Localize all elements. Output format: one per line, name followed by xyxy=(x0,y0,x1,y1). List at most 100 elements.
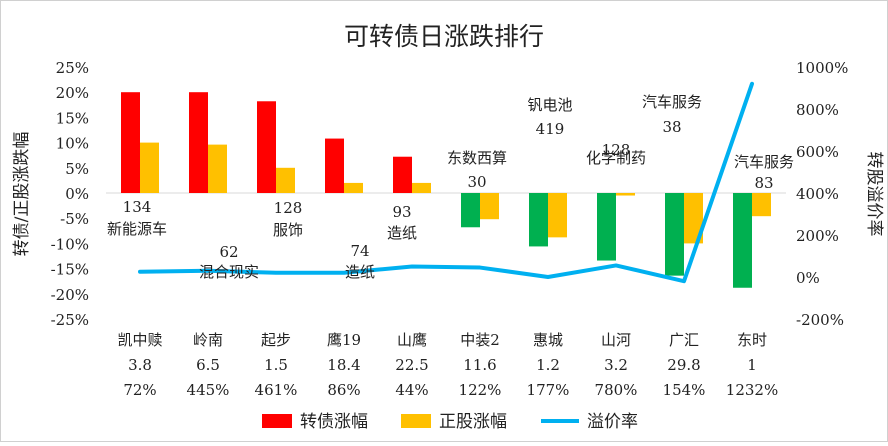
legend-label: 溢价率 xyxy=(587,412,638,432)
annotation-sector: 造纸 xyxy=(387,224,417,242)
annotation-count: 93 xyxy=(392,203,411,221)
annotation-count: 62 xyxy=(219,243,238,261)
stock-change-bar xyxy=(752,193,771,217)
legend-swatch xyxy=(401,414,431,428)
right-tick-label: -200% xyxy=(796,311,844,329)
category-premium: 445% xyxy=(187,381,230,399)
category-name: 中装2 xyxy=(460,331,500,349)
left-tick-label: 15% xyxy=(56,109,89,127)
annotation-sector: 化学制药 xyxy=(586,149,646,167)
left-tick-label: -25% xyxy=(51,311,89,329)
left-tick-label: 25% xyxy=(56,59,89,77)
category-name: 岭南 xyxy=(193,331,223,349)
right-tick-label: 1000% xyxy=(796,59,848,77)
convertible-bond-change-bar xyxy=(597,193,616,261)
category-name: 山河 xyxy=(601,331,631,349)
category-price: 29.8 xyxy=(667,356,700,374)
right-tick-label: 600% xyxy=(796,143,839,161)
annotation-sector: 造纸 xyxy=(345,263,375,281)
category-premium: 86% xyxy=(327,381,360,399)
category-price: 18.4 xyxy=(327,356,360,374)
annotation-count: 419 xyxy=(536,120,565,138)
annotation-sector: 钒电池 xyxy=(527,96,572,114)
stock-change-bar xyxy=(208,144,227,193)
category-name: 山鹰 xyxy=(397,331,427,349)
category-name: 凯中赎 xyxy=(117,331,162,349)
convertible-bond-change-bar xyxy=(529,193,548,247)
legend-label: 正股涨幅 xyxy=(439,412,507,432)
category-premium: 154% xyxy=(663,381,706,399)
annotation-sector: 新能源车 xyxy=(107,220,167,238)
annotation-sector: 汽车服务 xyxy=(734,153,794,171)
annotation-count: 134 xyxy=(123,198,152,216)
category-price: 1.2 xyxy=(536,356,560,374)
chart-title: 可转债日涨跌排行 xyxy=(344,22,544,51)
stock-change-bar xyxy=(276,167,295,193)
right-axis-ticks: 1000% 800% 600% 400% 200% 0% -200% xyxy=(796,59,848,329)
category-price: 6.5 xyxy=(196,356,220,374)
left-tick-label: 0% xyxy=(65,185,89,203)
left-tick-label: 5% xyxy=(65,160,89,178)
annotation-count: 83 xyxy=(754,174,773,192)
left-tick-label: -10% xyxy=(51,235,89,253)
annotation-sector: 混合现实 xyxy=(199,263,259,281)
category-name: 东时 xyxy=(737,331,767,349)
category-premium: 122% xyxy=(459,381,502,399)
category-labels: 凯中赎 3.8 72% 岭南 6.5 445% 起步 1.5 461% 鹰19 18.4 86% 山鹰 2… xyxy=(117,331,778,399)
right-tick-label: 0% xyxy=(796,269,820,287)
right-tick-label: 400% xyxy=(796,185,839,203)
convertible-bond-change-bar xyxy=(393,156,412,193)
bar-series xyxy=(121,92,771,288)
annotation-count: 128 xyxy=(274,199,303,217)
annotation-count: 38 xyxy=(662,118,681,136)
stock-change-bar xyxy=(548,193,567,238)
convertible-bond-change-bar xyxy=(733,193,752,288)
premium-rate-line xyxy=(138,81,754,284)
legend-label: 转债涨幅 xyxy=(300,412,368,432)
convertible-bond-change-bar xyxy=(665,193,684,276)
annotations: 134 新能源车 62 混合现实 128 服饰 74 造纸 93 造纸 30 东数西算 419 钒电池 12… xyxy=(107,93,794,281)
category-name: 起步 xyxy=(261,331,291,349)
premium-line-series xyxy=(138,81,754,284)
stock-change-bar xyxy=(344,182,363,193)
category-price: 3.8 xyxy=(128,356,152,374)
left-axis-ticks: 25% 20% 15% 10% 5% 0% -5% -10% -15% -20% -25% xyxy=(51,59,89,329)
stock-change-bar xyxy=(616,193,635,196)
convertible-bond-change-bar xyxy=(189,92,208,193)
annotation-sector: 东数西算 xyxy=(447,149,507,167)
left-axis-title: 转债/正股涨跌幅 xyxy=(12,132,32,257)
left-tick-label: -5% xyxy=(60,210,89,228)
legend-swatch xyxy=(262,414,292,428)
legend-item-bond: 转债涨幅 xyxy=(262,412,368,432)
annotation-sector: 汽车服务 xyxy=(642,93,702,111)
left-tick-label: 20% xyxy=(56,84,89,102)
category-price: 1 xyxy=(747,356,757,374)
category-premium: 72% xyxy=(123,381,156,399)
convertible-bond-change-bar xyxy=(257,101,276,193)
category-price: 22.5 xyxy=(395,356,428,374)
category-premium: 1232% xyxy=(726,381,778,399)
stock-change-bar xyxy=(684,193,703,244)
convertible-bond-change-bar xyxy=(325,138,344,193)
convertible-bond-change-bar xyxy=(461,193,480,228)
category-price: 3.2 xyxy=(604,356,628,374)
category-name: 广汇 xyxy=(669,331,699,349)
right-tick-label: 200% xyxy=(796,227,839,245)
legend-item-premium: 溢价率 xyxy=(541,412,638,432)
right-axis-title: 转股溢价率 xyxy=(864,152,884,237)
category-premium: 44% xyxy=(395,381,428,399)
left-tick-label: -20% xyxy=(51,286,89,304)
category-premium: 780% xyxy=(595,381,638,399)
annotation-count: 74 xyxy=(350,242,369,260)
category-name: 惠城 xyxy=(533,331,563,349)
legend: 转债涨幅 正股涨幅 溢价率 xyxy=(262,412,638,432)
category-name: 鹰19 xyxy=(327,331,361,349)
annotation-sector: 服饰 xyxy=(273,221,303,239)
stock-change-bar xyxy=(480,193,499,220)
category-premium: 177% xyxy=(527,381,570,399)
convertible-bond-change-bar xyxy=(121,92,140,193)
left-tick-label: 10% xyxy=(56,135,89,153)
stock-change-bar xyxy=(412,182,431,193)
